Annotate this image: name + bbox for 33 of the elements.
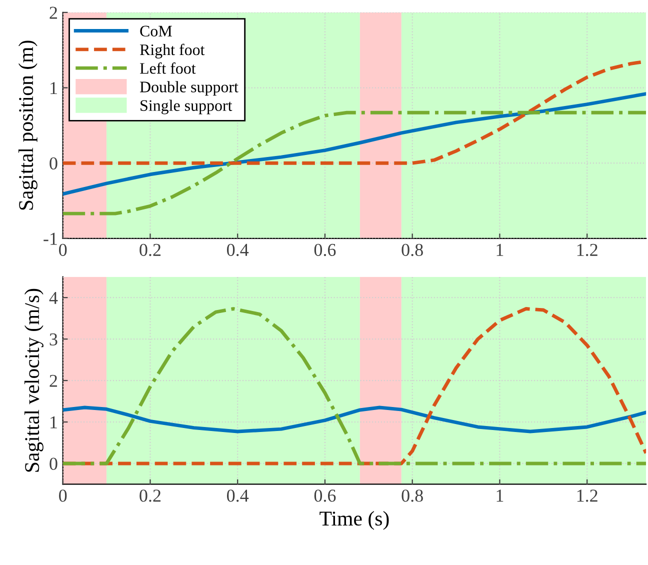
band-label: Double support [140,81,238,96]
x-tick-label: 0 [59,244,67,256]
y-tick-label: 2 [50,374,57,387]
x-tick-label: 1 [496,244,504,256]
x-tick-label: 0.2 [140,244,161,256]
band-label: Single support [140,100,232,114]
y-tick-label: 1 [50,82,57,94]
y-tick-label: -1 [44,232,57,245]
y-tick-label: 4 [49,292,58,304]
y-tick-label: 0 [50,458,58,470]
x-tick-label: 0 [59,490,67,502]
x-tick-label: 0.6 [314,490,336,502]
line-series [62,406,646,434]
x-tick-label: 0.6 [314,244,336,256]
x-tick-label: 1.2 [577,490,598,502]
legend-label: Right foot [140,44,205,58]
y-tick-label: 3 [50,333,58,346]
x-axis-title: Time (s) [320,510,389,530]
x-tick-label: 1.2 [577,244,598,256]
legend-label: CoM [140,26,172,37]
x-tick-label: 0.8 [402,244,423,256]
line-series [62,307,646,466]
y-axis-title: Sagittal position (m) [18,40,38,210]
y-tick-label: 2 [50,6,57,19]
y-axis-title: Sagittal velocity (m/s) [24,288,44,472]
y-tick-label: 1 [50,416,57,428]
legend-label: Left foot [140,62,196,74]
x-tick-label: 0.8 [402,490,423,502]
x-tick-label: 0.4 [227,490,249,502]
y-tick-label: 0 [50,157,58,170]
x-tick-label: 0.2 [140,490,161,502]
x-tick-label: 0.4 [227,244,249,256]
x-tick-label: 1 [496,490,504,502]
